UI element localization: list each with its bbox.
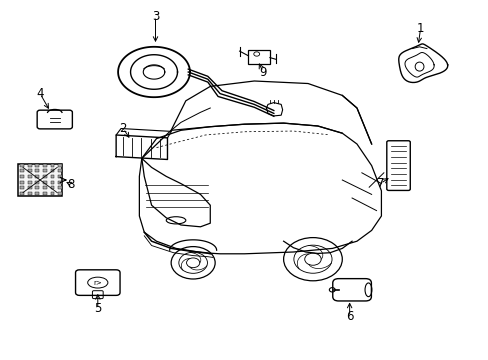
Bar	[50, 164, 54, 167]
Bar	[248, 50, 269, 64]
Text: 8: 8	[67, 178, 75, 191]
Bar	[50, 170, 54, 172]
Bar	[35, 181, 39, 184]
Bar	[50, 192, 54, 195]
Bar	[35, 186, 39, 189]
Bar	[28, 175, 32, 178]
Text: r>: r>	[93, 280, 102, 285]
Bar	[43, 192, 47, 195]
Bar	[35, 175, 39, 178]
Text: 6: 6	[345, 310, 353, 323]
Bar	[28, 170, 32, 172]
Bar	[58, 175, 62, 178]
Text: 1: 1	[416, 22, 424, 35]
Bar	[50, 181, 54, 184]
Bar	[20, 181, 24, 184]
Bar	[20, 170, 24, 172]
Bar	[43, 175, 47, 178]
Bar	[28, 192, 32, 195]
Bar	[58, 170, 62, 172]
Bar	[43, 186, 47, 189]
Text: 9: 9	[259, 66, 266, 78]
Bar	[28, 181, 32, 184]
Text: 5: 5	[94, 302, 102, 315]
Text: 3: 3	[151, 10, 159, 23]
Bar	[58, 192, 62, 195]
Bar	[58, 181, 62, 184]
Bar	[58, 164, 62, 167]
Bar	[43, 164, 47, 167]
Bar	[28, 164, 32, 167]
Bar	[20, 192, 24, 195]
Bar	[20, 175, 24, 178]
Bar	[43, 170, 47, 172]
Bar	[35, 164, 39, 167]
Bar	[43, 181, 47, 184]
Bar	[20, 164, 24, 167]
Bar	[20, 186, 24, 189]
Bar	[50, 186, 54, 189]
Text: 7: 7	[376, 177, 384, 190]
Bar	[58, 186, 62, 189]
Bar	[35, 170, 39, 172]
Bar	[28, 186, 32, 189]
Bar	[50, 175, 54, 178]
Text: 2: 2	[119, 122, 127, 135]
Bar	[35, 192, 39, 195]
Text: 4: 4	[36, 87, 44, 100]
Bar	[18, 164, 62, 196]
